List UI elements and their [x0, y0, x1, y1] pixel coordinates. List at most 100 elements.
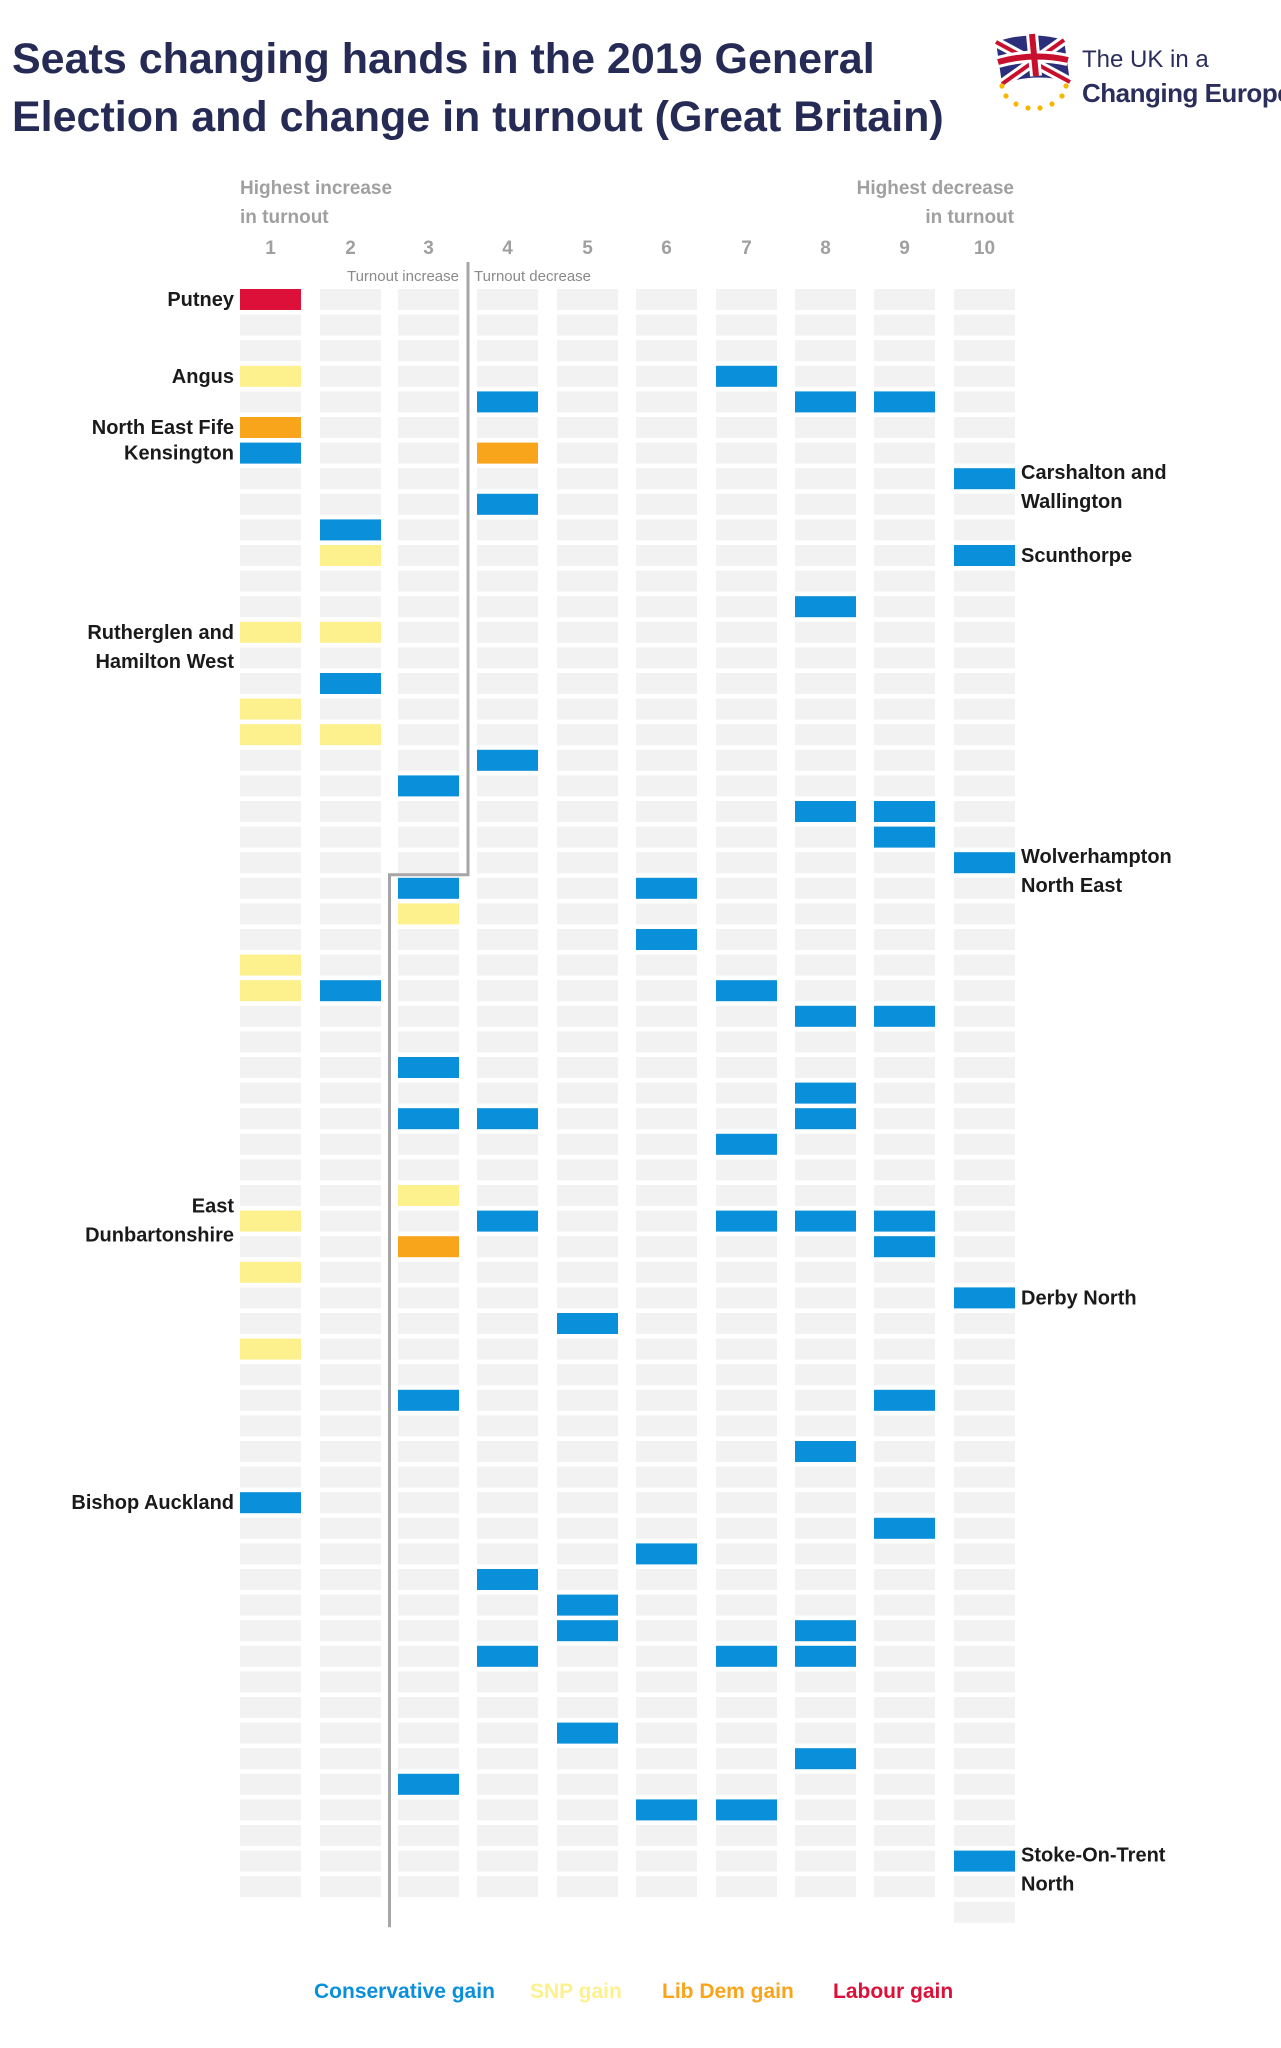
- empty-seat-cell: [398, 417, 459, 438]
- empty-seat-cell: [795, 545, 856, 566]
- empty-seat-cell: [398, 673, 459, 694]
- empty-seat-cell: [716, 442, 777, 464]
- seat-label: Bishop Auckland: [71, 1492, 234, 1514]
- empty-seat-cell: [557, 1466, 618, 1488]
- empty-seat-cell: [716, 929, 777, 950]
- empty-seat-cell: [398, 1415, 459, 1437]
- seat-gain-conservative: [874, 1517, 935, 1539]
- empty-seat-cell: [716, 1389, 777, 1411]
- empty-seat-cell: [398, 621, 459, 643]
- empty-seat-cell: [240, 1850, 301, 1872]
- empty-seat-cell: [874, 340, 935, 362]
- empty-seat-cell: [320, 1876, 381, 1898]
- empty-seat-cell: [636, 1773, 697, 1795]
- empty-seat-cell: [557, 749, 618, 771]
- empty-seat-cell: [636, 1338, 697, 1360]
- empty-seat-cell: [874, 1773, 935, 1795]
- empty-seat-cell: [557, 1876, 618, 1898]
- seat-gain-conservative: [477, 749, 538, 771]
- empty-seat-cell: [320, 1185, 381, 1206]
- empty-seat-cell: [716, 1159, 777, 1181]
- seat-gain-conservative: [398, 1389, 459, 1411]
- seat-gain-conservative: [240, 442, 301, 464]
- empty-seat-cell: [477, 1799, 538, 1821]
- empty-seat-cell: [716, 621, 777, 643]
- eu-stars-icon: [999, 83, 1069, 111]
- empty-seat-cell: [716, 826, 777, 848]
- empty-seat-cell: [874, 1697, 935, 1718]
- empty-seat-cell: [636, 365, 697, 387]
- empty-seat-cell: [716, 1261, 777, 1283]
- empty-seat-cell: [320, 1057, 381, 1078]
- empty-seat-cell: [398, 1543, 459, 1565]
- seat-gain-conservative: [636, 929, 697, 950]
- empty-seat-cell: [795, 417, 856, 438]
- empty-seat-cell: [557, 1569, 618, 1590]
- empty-seat-cell: [320, 852, 381, 874]
- seat-gain-conservative: [477, 1645, 538, 1667]
- empty-seat-cell: [954, 1261, 1015, 1283]
- empty-seat-cell: [636, 1185, 697, 1206]
- uk-flag-logo-icon: [993, 33, 1073, 111]
- empty-seat-cell: [795, 442, 856, 464]
- empty-seat-cell: [557, 314, 618, 336]
- empty-seat-cell: [795, 1697, 856, 1718]
- turnout-divider-line: [388, 262, 470, 1928]
- empty-seat-cell: [557, 1517, 618, 1539]
- empty-seat-cell: [954, 1133, 1015, 1155]
- empty-seat-cell: [795, 289, 856, 310]
- seat-gain-conservative: [398, 877, 459, 899]
- empty-seat-cell: [557, 1645, 618, 1667]
- column-tick-label: 6: [661, 238, 672, 259]
- empty-seat-cell: [557, 468, 618, 490]
- empty-seat-cell: [477, 724, 538, 746]
- empty-seat-cell: [636, 826, 697, 848]
- empty-seat-cell: [477, 1876, 538, 1898]
- empty-seat-cell: [716, 417, 777, 438]
- empty-seat-cell: [320, 1005, 381, 1027]
- empty-seat-cell: [874, 1287, 935, 1309]
- empty-seat-cell: [477, 314, 538, 336]
- empty-seat-cell: [795, 1773, 856, 1795]
- empty-seat-cell: [398, 1517, 459, 1539]
- empty-seat-cell: [636, 1466, 697, 1488]
- empty-seat-cell: [716, 1492, 777, 1514]
- empty-seat-cell: [795, 468, 856, 490]
- empty-seat-cell: [874, 852, 935, 874]
- empty-seat-cell: [557, 493, 618, 515]
- empty-seat-cell: [795, 1671, 856, 1693]
- empty-seat-cell: [320, 1569, 381, 1590]
- empty-seat-cell: [557, 1108, 618, 1130]
- seat-gain-labour: [240, 289, 301, 310]
- empty-seat-cell: [557, 289, 618, 310]
- empty-seat-cell: [557, 852, 618, 874]
- empty-seat-cell: [636, 1236, 697, 1258]
- empty-seat-cell: [320, 1671, 381, 1693]
- empty-seat-cell: [636, 1389, 697, 1411]
- seat-gain-conservative: [557, 1313, 618, 1334]
- empty-seat-cell: [557, 903, 618, 925]
- empty-seat-cell: [398, 1031, 459, 1053]
- empty-seat-cell: [716, 1005, 777, 1027]
- empty-seat-cell: [636, 1415, 697, 1437]
- empty-seat-cell: [398, 1133, 459, 1155]
- empty-seat-cell: [477, 468, 538, 490]
- empty-seat-cell: [874, 1364, 935, 1386]
- empty-seat-cell: [716, 1236, 777, 1258]
- empty-seat-cell: [716, 1825, 777, 1846]
- empty-seat-cell: [716, 724, 777, 746]
- empty-seat-cell: [320, 1441, 381, 1462]
- column-tick-label: 10: [974, 238, 995, 259]
- chart-title-line1: Seats changing hands in the 2019 General: [12, 35, 875, 83]
- empty-seat-cell: [320, 1389, 381, 1411]
- empty-seat-cell: [874, 417, 935, 438]
- empty-seat-cell: [240, 493, 301, 515]
- seat-gain-libdem: [477, 442, 538, 464]
- empty-seat-cell: [795, 980, 856, 1002]
- empty-seat-cell: [636, 801, 697, 822]
- empty-seat-cell: [874, 1492, 935, 1514]
- empty-seat-cell: [320, 1313, 381, 1334]
- empty-seat-cell: [636, 1722, 697, 1744]
- empty-seat-cell: [557, 1415, 618, 1437]
- empty-seat-cell: [954, 1389, 1015, 1411]
